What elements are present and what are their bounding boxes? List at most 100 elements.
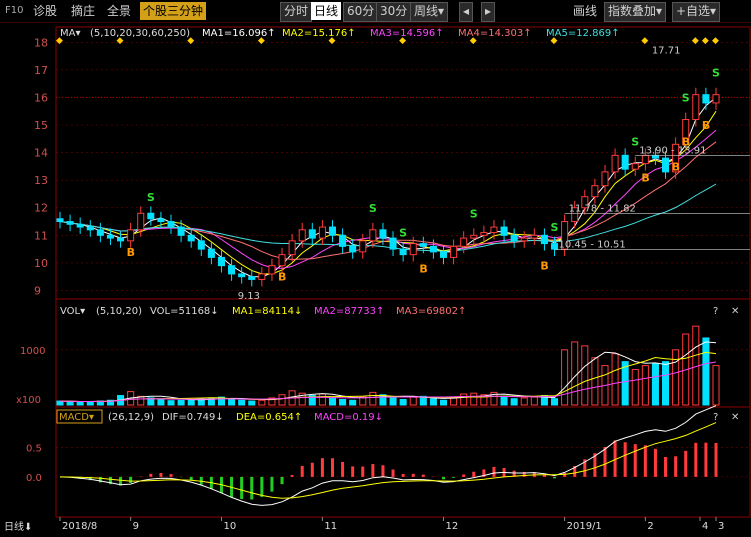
volume-bar <box>76 401 84 406</box>
buy-signal: B <box>127 246 135 259</box>
candle-body <box>611 154 619 173</box>
top-marker: ◆ <box>702 36 709 46</box>
candle-body <box>591 185 599 198</box>
macd-help-icon[interactable]: ? <box>713 412 718 423</box>
candle-body <box>530 234 538 239</box>
zhuang-button[interactable]: 摘庄 <box>71 4 96 18</box>
candle-body <box>429 245 437 253</box>
candle-body <box>278 254 286 267</box>
top-marker: ◆ <box>399 36 406 46</box>
volume-bar <box>137 395 145 406</box>
add-watchlist-button[interactable]: +自选▾ <box>672 2 721 22</box>
top-marker: ◆ <box>712 36 719 46</box>
candle-body <box>409 243 417 256</box>
candle-body <box>389 237 397 250</box>
buy-signal: B <box>278 271 286 284</box>
candle-body <box>369 229 377 242</box>
candle-body <box>662 157 670 173</box>
candle-body <box>500 226 508 236</box>
candle-body <box>379 229 387 239</box>
price-tick-label: 10 <box>34 257 48 270</box>
vol-legend-value: MA2=87733↑ <box>314 306 384 317</box>
volume-bars <box>56 325 720 406</box>
candle-body <box>682 118 690 145</box>
volume-bar <box>228 398 236 406</box>
candle-body <box>228 265 236 275</box>
vol-help-icon[interactable]: ? <box>713 306 718 317</box>
volume-ma-lines <box>59 341 717 402</box>
f10-button[interactable]: F10 <box>5 5 24 16</box>
price-annotations: 9.13 17.71 13.90 - 13.91 11.78 - 11.82 10.45… <box>238 45 750 302</box>
macd-lines <box>59 405 717 506</box>
candle-body <box>187 234 195 242</box>
vol-legend-value: MA1=84114↓ <box>232 306 302 317</box>
candle-body <box>399 248 407 256</box>
candle-body <box>258 273 266 280</box>
candle-body <box>96 229 104 236</box>
volume-bar <box>248 400 256 406</box>
price-annotation: 13.90 - 13.91 <box>639 145 706 156</box>
x-tick-label: 10 <box>223 521 236 532</box>
vol-legend-title[interactable]: VOL▾ <box>60 306 85 317</box>
volume-bar <box>470 392 478 406</box>
price-tick-label: 9 <box>34 284 41 297</box>
macd-selector[interactable] <box>56 409 103 424</box>
candle-body <box>550 243 559 250</box>
candle-body <box>520 237 528 242</box>
period-label[interactable]: 日线⬇ <box>4 520 32 533</box>
nav-next-button[interactable]: ▸ <box>481 2 496 22</box>
candle-body <box>66 221 74 225</box>
macd-legend: DIF=0.749↓ DEA=0.654↑ MACD=0.19↓ <box>162 412 383 423</box>
sell-signal: S <box>399 227 407 240</box>
volume-bar <box>308 395 316 406</box>
macd-panel-frame <box>55 406 751 518</box>
vol-legend: VOL=51168↓ MA1=84114↓ MA2=87733↑ MA3=69802↑ <box>150 306 466 317</box>
volume-bar <box>157 398 165 406</box>
volume-bar <box>359 396 367 406</box>
price-tick-label: 17 <box>34 64 48 77</box>
volume-bar <box>339 398 347 406</box>
macd-legend-value: DEA=0.654↑ <box>236 412 302 423</box>
three-minute-button[interactable]: 个股三分钟 <box>140 2 207 20</box>
buy-signal: B <box>702 119 710 132</box>
diagnose-button[interactable]: 诊股 <box>33 4 58 18</box>
ma-legend-title[interactable]: MA▾ <box>60 28 81 39</box>
price-axis: 9 10 11 12 13 14 15 16 17 18 <box>34 36 48 297</box>
volume-bar <box>369 391 377 406</box>
top-marker: ◆ <box>328 36 335 46</box>
vol-close-icon[interactable]: ✕ <box>731 306 739 317</box>
candle-body <box>712 94 720 104</box>
sell-signal: S <box>147 191 155 204</box>
candle-body <box>631 163 639 170</box>
candle-body <box>641 154 649 165</box>
x-tick-label: 4 <box>702 521 708 532</box>
tab-60min[interactable]: 60分 <box>343 2 379 22</box>
tab-30min[interactable]: 30分 <box>376 2 412 22</box>
top-marker: ◆ <box>551 36 558 46</box>
nav-prev-button[interactable]: ◂ <box>459 2 474 22</box>
volume-bar <box>510 398 518 406</box>
volume-bar <box>258 399 266 406</box>
buy-signal: B <box>682 135 690 148</box>
tab-weekly[interactable]: 周线▾ <box>410 2 449 22</box>
buy-signal: B <box>419 262 427 275</box>
candle-body <box>439 251 448 258</box>
candle-body <box>197 240 205 250</box>
overview-button[interactable]: 全景 <box>107 4 132 18</box>
volume-bar <box>187 398 195 406</box>
draw-line-button[interactable]: 画线 <box>573 4 598 18</box>
vol-legend-value: VOL=51168↓ <box>150 306 219 317</box>
candle-body <box>621 154 629 170</box>
tab-minute[interactable]: 分时 <box>280 2 313 22</box>
sell-signal: S <box>631 136 639 149</box>
ma-legend-value: MA2=15.176↑ <box>282 28 356 39</box>
ma-legend-value: MA4=14.303↑ <box>458 28 532 39</box>
buy-signal: B <box>540 260 548 273</box>
macd-close-icon[interactable]: ✕ <box>731 412 739 423</box>
volume-bar <box>621 361 629 406</box>
tab-daily[interactable]: 日线 <box>311 2 342 20</box>
candle-body <box>157 218 165 223</box>
volume-bar <box>56 400 64 406</box>
index-overlay-button[interactable]: 指数叠加▾ <box>604 2 667 22</box>
